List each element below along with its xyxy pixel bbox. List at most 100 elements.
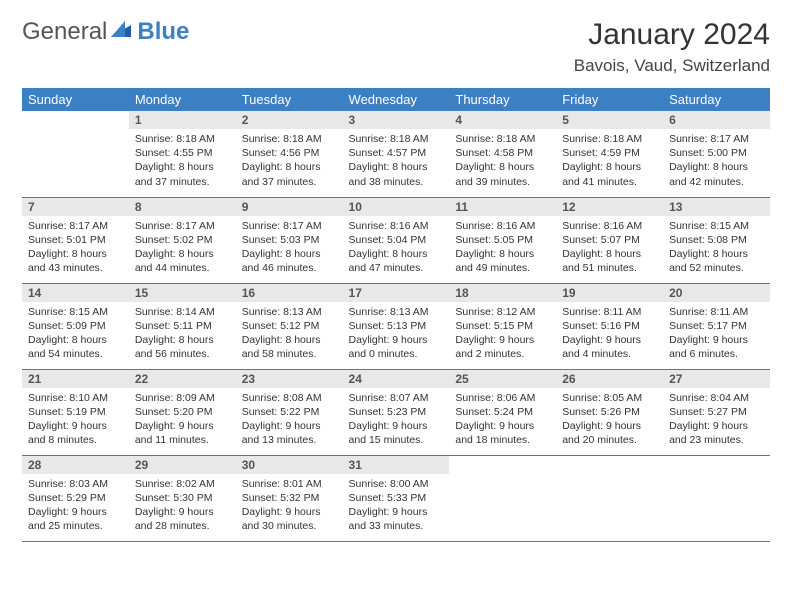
day-details: Sunrise: 8:07 AMSunset: 5:23 PMDaylight:…: [343, 388, 450, 452]
day-number: 25: [449, 370, 556, 388]
day-number: 15: [129, 284, 236, 302]
weekday-header: Tuesday: [236, 88, 343, 111]
flag-icon: [111, 18, 133, 46]
day-details: Sunrise: 8:08 AMSunset: 5:22 PMDaylight:…: [236, 388, 343, 452]
calendar-cell: ..: [663, 455, 770, 541]
day-number: 30: [236, 456, 343, 474]
day-number: 7: [22, 198, 129, 216]
calendar-cell: 8Sunrise: 8:17 AMSunset: 5:02 PMDaylight…: [129, 197, 236, 283]
day-number: 24: [343, 370, 450, 388]
calendar-cell: 15Sunrise: 8:14 AMSunset: 5:11 PMDayligh…: [129, 283, 236, 369]
calendar-cell: 10Sunrise: 8:16 AMSunset: 5:04 PMDayligh…: [343, 197, 450, 283]
calendar-cell: 17Sunrise: 8:13 AMSunset: 5:13 PMDayligh…: [343, 283, 450, 369]
day-number: 5: [556, 111, 663, 129]
day-details: Sunrise: 8:18 AMSunset: 4:56 PMDaylight:…: [236, 129, 343, 193]
day-details: Sunrise: 8:05 AMSunset: 5:26 PMDaylight:…: [556, 388, 663, 452]
calendar-cell: 7Sunrise: 8:17 AMSunset: 5:01 PMDaylight…: [22, 197, 129, 283]
calendar-week-row: 28Sunrise: 8:03 AMSunset: 5:29 PMDayligh…: [22, 455, 770, 541]
day-number: 17: [343, 284, 450, 302]
day-details: Sunrise: 8:11 AMSunset: 5:17 PMDaylight:…: [663, 302, 770, 366]
weekday-header: Saturday: [663, 88, 770, 111]
calendar-cell: ..: [556, 455, 663, 541]
day-details: Sunrise: 8:12 AMSunset: 5:15 PMDaylight:…: [449, 302, 556, 366]
calendar-week-row: 21Sunrise: 8:10 AMSunset: 5:19 PMDayligh…: [22, 369, 770, 455]
day-number: 31: [343, 456, 450, 474]
weekday-header: Monday: [129, 88, 236, 111]
brand-part2: Blue: [137, 18, 189, 46]
day-details: Sunrise: 8:13 AMSunset: 5:13 PMDaylight:…: [343, 302, 450, 366]
day-number: 19: [556, 284, 663, 302]
calendar-cell: ..: [449, 455, 556, 541]
weekday-header: Sunday: [22, 88, 129, 111]
day-number: 29: [129, 456, 236, 474]
day-number: 6: [663, 111, 770, 129]
day-number: 23: [236, 370, 343, 388]
weekday-header: Thursday: [449, 88, 556, 111]
brand-part1: General: [22, 18, 107, 46]
day-number: 18: [449, 284, 556, 302]
calendar-cell: 29Sunrise: 8:02 AMSunset: 5:30 PMDayligh…: [129, 455, 236, 541]
calendar-cell: 4Sunrise: 8:18 AMSunset: 4:58 PMDaylight…: [449, 111, 556, 197]
day-details: Sunrise: 8:18 AMSunset: 4:59 PMDaylight:…: [556, 129, 663, 193]
calendar-header-row: SundayMondayTuesdayWednesdayThursdayFrid…: [22, 88, 770, 111]
day-details: Sunrise: 8:01 AMSunset: 5:32 PMDaylight:…: [236, 474, 343, 538]
day-number: 27: [663, 370, 770, 388]
day-details: Sunrise: 8:00 AMSunset: 5:33 PMDaylight:…: [343, 474, 450, 538]
calendar-cell: 30Sunrise: 8:01 AMSunset: 5:32 PMDayligh…: [236, 455, 343, 541]
day-details: Sunrise: 8:10 AMSunset: 5:19 PMDaylight:…: [22, 388, 129, 452]
day-details: Sunrise: 8:13 AMSunset: 5:12 PMDaylight:…: [236, 302, 343, 366]
day-number: 20: [663, 284, 770, 302]
day-number: 12: [556, 198, 663, 216]
calendar-cell: 5Sunrise: 8:18 AMSunset: 4:59 PMDaylight…: [556, 111, 663, 197]
day-number: 13: [663, 198, 770, 216]
calendar-cell: 6Sunrise: 8:17 AMSunset: 5:00 PMDaylight…: [663, 111, 770, 197]
location-text: Bavois, Vaud, Switzerland: [574, 56, 770, 76]
page-header: General Blue January 2024 Bavois, Vaud, …: [22, 18, 770, 76]
calendar-cell: 19Sunrise: 8:11 AMSunset: 5:16 PMDayligh…: [556, 283, 663, 369]
day-number: 1: [129, 111, 236, 129]
calendar-cell: 14Sunrise: 8:15 AMSunset: 5:09 PMDayligh…: [22, 283, 129, 369]
day-details: Sunrise: 8:16 AMSunset: 5:05 PMDaylight:…: [449, 216, 556, 280]
day-details: Sunrise: 8:09 AMSunset: 5:20 PMDaylight:…: [129, 388, 236, 452]
day-details: Sunrise: 8:16 AMSunset: 5:07 PMDaylight:…: [556, 216, 663, 280]
day-details: Sunrise: 8:17 AMSunset: 5:01 PMDaylight:…: [22, 216, 129, 280]
day-number: 9: [236, 198, 343, 216]
calendar-cell: 3Sunrise: 8:18 AMSunset: 4:57 PMDaylight…: [343, 111, 450, 197]
calendar-cell: 13Sunrise: 8:15 AMSunset: 5:08 PMDayligh…: [663, 197, 770, 283]
calendar-cell: 1Sunrise: 8:18 AMSunset: 4:55 PMDaylight…: [129, 111, 236, 197]
day-number: 16: [236, 284, 343, 302]
calendar-table: SundayMondayTuesdayWednesdayThursdayFrid…: [22, 88, 770, 542]
calendar-week-row: ..1Sunrise: 8:18 AMSunset: 4:55 PMDaylig…: [22, 111, 770, 197]
day-details: Sunrise: 8:04 AMSunset: 5:27 PMDaylight:…: [663, 388, 770, 452]
calendar-body: .. 1Sunrise: 8:18 AMSunset: 4:55 PMDaylig…: [22, 111, 770, 541]
day-details: Sunrise: 8:16 AMSunset: 5:04 PMDaylight:…: [343, 216, 450, 280]
day-number: 14: [22, 284, 129, 302]
calendar-cell: 9Sunrise: 8:17 AMSunset: 5:03 PMDaylight…: [236, 197, 343, 283]
day-number: 11: [449, 198, 556, 216]
calendar-week-row: 14Sunrise: 8:15 AMSunset: 5:09 PMDayligh…: [22, 283, 770, 369]
day-details: Sunrise: 8:02 AMSunset: 5:30 PMDaylight:…: [129, 474, 236, 538]
weekday-header: Wednesday: [343, 88, 450, 111]
day-number: 2: [236, 111, 343, 129]
day-details: Sunrise: 8:06 AMSunset: 5:24 PMDaylight:…: [449, 388, 556, 452]
day-details: Sunrise: 8:15 AMSunset: 5:09 PMDaylight:…: [22, 302, 129, 366]
day-details: Sunrise: 8:03 AMSunset: 5:29 PMDaylight:…: [22, 474, 129, 538]
calendar-week-row: 7Sunrise: 8:17 AMSunset: 5:01 PMDaylight…: [22, 197, 770, 283]
title-block: January 2024 Bavois, Vaud, Switzerland: [574, 18, 770, 76]
day-details: Sunrise: 8:18 AMSunset: 4:57 PMDaylight:…: [343, 129, 450, 193]
calendar-cell: 2Sunrise: 8:18 AMSunset: 4:56 PMDaylight…: [236, 111, 343, 197]
calendar-cell: 25Sunrise: 8:06 AMSunset: 5:24 PMDayligh…: [449, 369, 556, 455]
day-number: 3: [343, 111, 450, 129]
month-title: January 2024: [574, 18, 770, 52]
day-number: 8: [129, 198, 236, 216]
calendar-cell: 22Sunrise: 8:09 AMSunset: 5:20 PMDayligh…: [129, 369, 236, 455]
day-details: Sunrise: 8:17 AMSunset: 5:00 PMDaylight:…: [663, 129, 770, 193]
day-number: 4: [449, 111, 556, 129]
calendar-cell: 28Sunrise: 8:03 AMSunset: 5:29 PMDayligh…: [22, 455, 129, 541]
calendar-cell: 27Sunrise: 8:04 AMSunset: 5:27 PMDayligh…: [663, 369, 770, 455]
day-number: 10: [343, 198, 450, 216]
day-details: Sunrise: 8:18 AMSunset: 4:55 PMDaylight:…: [129, 129, 236, 193]
weekday-header: Friday: [556, 88, 663, 111]
calendar-cell: 21Sunrise: 8:10 AMSunset: 5:19 PMDayligh…: [22, 369, 129, 455]
day-details: Sunrise: 8:17 AMSunset: 5:02 PMDaylight:…: [129, 216, 236, 280]
